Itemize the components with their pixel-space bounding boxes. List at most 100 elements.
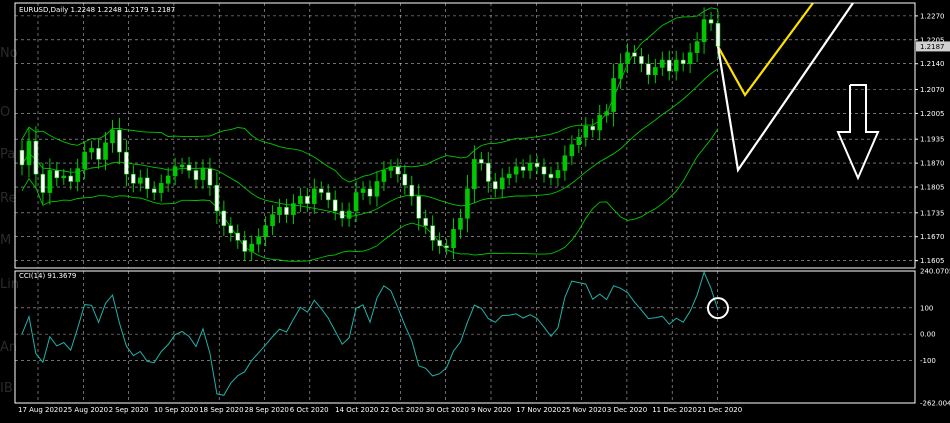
candle-body[interactable] [312,188,317,204]
candle-body[interactable] [151,188,157,193]
candle-body[interactable] [214,184,220,212]
candle-body[interactable] [604,111,609,116]
candle-body[interactable] [444,245,449,249]
candle-body[interactable] [346,210,352,219]
candle-body[interactable] [158,183,164,193]
candle-body[interactable] [479,159,484,164]
candle-body[interactable] [200,168,206,180]
candle-body[interactable] [284,206,289,215]
candle-body[interactable] [632,52,637,57]
cci-highlight-circle[interactable] [707,297,729,320]
candle-body[interactable] [339,210,345,219]
candle-body[interactable] [325,192,331,201]
candle-body[interactable] [75,168,80,182]
projection-line-primary[interactable] [716,2,854,173]
candle-body[interactable] [541,166,547,175]
candle-body[interactable] [179,164,185,168]
candle-body[interactable] [472,159,477,190]
candle-body[interactable] [144,177,150,190]
candle-body[interactable] [590,125,596,131]
candle-body[interactable] [451,229,456,249]
candle-body[interactable] [458,218,463,230]
candle-body[interactable] [26,140,32,166]
candle-body[interactable] [465,188,470,219]
candle-body[interactable] [374,181,380,197]
candle-body[interactable] [562,155,568,171]
candle-body[interactable] [395,166,401,175]
candle-body[interactable] [291,203,296,215]
candle-body[interactable] [353,192,359,212]
candle-body[interactable] [61,175,67,179]
candle-body[interactable] [673,59,679,72]
candle-body[interactable] [117,129,122,153]
candle-body[interactable] [583,125,589,138]
candle-body[interactable] [249,243,254,252]
candle-body[interactable] [597,114,602,131]
projection-line-secondary[interactable] [717,2,814,98]
candle-body[interactable] [416,195,422,219]
candle-body[interactable] [305,195,310,204]
candle-body[interactable] [694,41,700,53]
candle-body[interactable] [569,144,575,157]
candle-body[interactable] [576,137,582,146]
candle-body[interactable] [437,240,442,247]
candle-body[interactable] [89,148,94,153]
candle-body[interactable] [506,173,512,179]
candle-body[interactable] [256,236,261,245]
candle-body[interactable] [54,170,60,179]
candle-body[interactable] [687,52,693,65]
candle-body[interactable] [138,177,143,184]
candle-body[interactable] [660,59,665,68]
candlesticks[interactable] [19,7,721,261]
candle-body[interactable] [513,166,519,175]
projection-drawings[interactable] [716,2,880,181]
candle-body[interactable] [646,63,651,76]
candle-body[interactable] [409,184,415,197]
candle-body[interactable] [242,240,248,252]
candle-body[interactable] [402,173,408,186]
candle-body[interactable] [715,22,721,47]
candle-body[interactable] [527,162,533,171]
candle-body[interactable] [423,218,428,226]
candle-body[interactable] [499,177,505,190]
candle-body[interactable] [235,232,241,241]
candle-body[interactable] [381,170,387,182]
candle-body[interactable] [82,151,87,169]
candle-body[interactable] [611,78,616,112]
candle-body[interactable] [124,151,129,175]
candle-body[interactable] [96,148,101,160]
candle-body[interactable] [534,162,540,168]
candle-body[interactable] [360,188,366,193]
candle-body[interactable] [639,56,644,65]
candle-body[interactable] [103,142,108,160]
candle-body[interactable] [618,63,623,79]
candle-body[interactable] [520,166,526,171]
candle-body[interactable] [131,173,136,184]
candle-body[interactable] [40,173,46,193]
candle-body[interactable] [221,210,227,226]
candle-body[interactable] [486,162,491,182]
candle-body[interactable] [19,149,25,166]
candle-body[interactable] [318,188,324,193]
candle-body[interactable] [701,19,707,42]
down-arrow-icon[interactable] [836,84,880,181]
candle-body[interactable] [548,173,554,179]
candle-body[interactable] [708,19,714,24]
candle-body[interactable] [165,175,171,184]
candle-body[interactable] [555,170,561,179]
candle-body[interactable] [680,59,686,65]
candle-body[interactable] [277,206,282,215]
candle-body[interactable] [625,52,630,65]
candle-body[interactable] [68,175,74,182]
candle-body[interactable] [47,170,53,193]
candle-body[interactable] [263,225,268,238]
candle-body[interactable] [430,225,435,241]
candle-body[interactable] [298,195,303,204]
candle-body[interactable] [666,59,672,72]
candle-body[interactable] [193,170,199,180]
price-panel[interactable]: 1.2270 1.2205 1.2140 1.2070 1.2005 1.1935 1.18… [15,2,950,268]
candle-body[interactable] [207,168,213,186]
candle-body[interactable] [332,199,338,212]
